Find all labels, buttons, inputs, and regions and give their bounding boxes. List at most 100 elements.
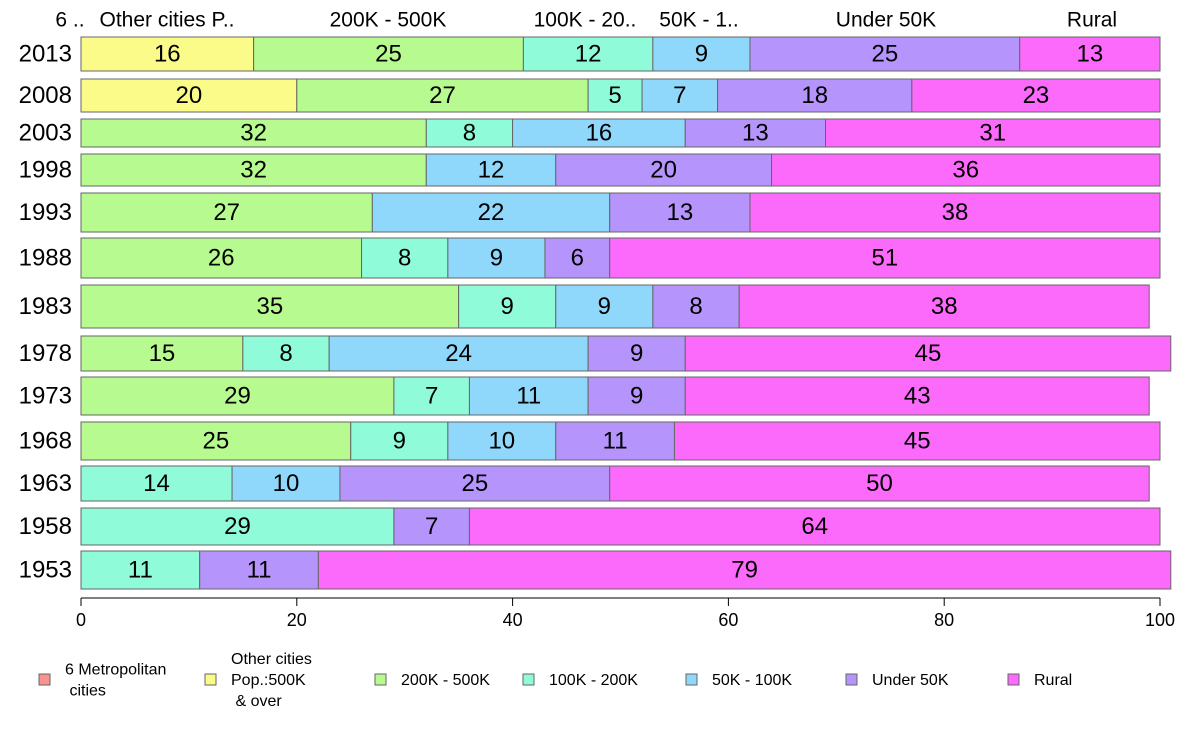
bar-segment	[468, 376, 589, 416]
legend-label-line: 6 Metropolitan	[65, 661, 166, 678]
segment-value-label: 6	[571, 245, 584, 272]
segment-value-label: 25	[203, 428, 230, 455]
bar-segment	[296, 78, 589, 113]
bar-segment	[522, 36, 654, 72]
segment-value-label: 11	[128, 557, 153, 584]
legend-label-line: cities	[65, 682, 106, 699]
segment-value-label: 7	[673, 82, 686, 109]
legend-label-line: Rural	[1034, 672, 1072, 689]
year-label: 1998	[19, 157, 72, 184]
segment-value-label: 27	[213, 199, 240, 226]
year-label: 1978	[19, 340, 72, 367]
bar-segment	[749, 36, 1021, 72]
legend-label: 200K - 500K	[401, 672, 490, 689]
bar-segment	[80, 118, 427, 148]
bar-segment	[199, 550, 319, 590]
bar-segment	[609, 237, 1161, 279]
bar-segment	[652, 284, 740, 329]
bar-segment	[80, 335, 244, 372]
bar-segment	[447, 421, 557, 461]
segment-value-label: 38	[942, 199, 969, 226]
segment-value-label: 9	[501, 293, 514, 320]
segment-value-label: 79	[731, 557, 758, 584]
legend: 6 Metropolitan cities Other cities Pop.:50…	[38, 651, 1072, 710]
year-label: 1953	[19, 557, 72, 584]
segment-value-label: 5	[608, 82, 621, 109]
bar-segment	[80, 465, 233, 502]
plot-area: 16 25 12 9 25 13 20 27 5 7 18 23 32 8 16 13 31 32 12 20 36 27…	[80, 36, 1172, 590]
segment-value-label: 9	[598, 293, 611, 320]
bar-segment	[468, 507, 1161, 546]
segment-value-label: 9	[695, 41, 708, 68]
segment-value-label: 9	[630, 340, 643, 367]
column-header: 6 ..	[55, 9, 84, 32]
segment-value-label: 25	[872, 41, 899, 68]
segment-value-label: 10	[273, 470, 300, 497]
bar-segment	[684, 376, 1150, 416]
bar-segment	[684, 118, 827, 148]
x-axis: 0 20 40 60 80 100	[76, 597, 1175, 630]
bar-segment	[425, 118, 514, 148]
x-tick-label: 80	[934, 610, 954, 630]
column-header: 50K - 1..	[659, 9, 738, 32]
bar-segment	[242, 335, 330, 372]
legend-swatch	[845, 673, 858, 686]
segment-value-label: 11	[516, 383, 541, 410]
segment-value-label: 9	[630, 383, 643, 410]
bar-segment	[911, 78, 1161, 113]
segment-value-label: 15	[149, 340, 176, 367]
segment-value-label: 45	[904, 428, 931, 455]
legend-label: Under 50K	[872, 672, 949, 689]
bar-segment	[253, 36, 524, 72]
year-label: 1968	[19, 428, 72, 455]
legend-swatch	[522, 673, 535, 686]
segment-value-label: 16	[154, 41, 181, 68]
bar-segment	[555, 153, 773, 187]
bar-segment	[361, 237, 449, 279]
bar-segment	[393, 376, 470, 416]
segment-value-label: 7	[425, 513, 438, 540]
segment-value-label: 27	[429, 82, 456, 109]
bar-segment	[80, 284, 460, 329]
legend-label-line: & over	[231, 693, 282, 710]
segment-value-label: 25	[375, 41, 402, 68]
bar-segment	[339, 465, 611, 502]
bar-segment	[1019, 36, 1161, 72]
x-tick-label: 60	[718, 610, 738, 630]
segment-value-label: 36	[952, 157, 979, 184]
x-tick-label: 0	[76, 610, 86, 630]
bar-segment	[371, 192, 611, 233]
bar-segment	[749, 192, 1161, 233]
segment-value-label: 14	[143, 470, 170, 497]
year-label: 1993	[19, 199, 72, 226]
bar-segment	[609, 465, 1150, 502]
legend-swatch	[374, 673, 387, 686]
segment-value-label: 25	[461, 470, 488, 497]
legend-label: 50K - 100K	[712, 672, 792, 689]
segment-value-label: 29	[224, 383, 251, 410]
bar-segment	[555, 421, 675, 461]
year-label: 1958	[19, 513, 72, 540]
bar-segment	[80, 192, 373, 233]
bar-segment	[825, 118, 1161, 148]
legend-label-line: 50K - 100K	[712, 672, 792, 689]
segment-value-label: 31	[979, 120, 1006, 147]
bar-segment	[738, 284, 1150, 329]
bar-segment	[317, 550, 1172, 590]
year-label: 2008	[19, 82, 72, 109]
segment-value-label: 12	[478, 157, 505, 184]
bar-segment	[587, 335, 686, 372]
segment-value-label: 13	[666, 199, 693, 226]
year-label: 1963	[19, 470, 72, 497]
column-header: 100K - 20..	[534, 9, 637, 32]
segment-value-label: 20	[176, 82, 203, 109]
year-label: 1983	[19, 293, 72, 320]
segment-value-label: 16	[586, 120, 613, 147]
legend-label-line: Under 50K	[872, 672, 949, 689]
segment-value-label: 9	[393, 428, 406, 455]
legend-swatch	[204, 673, 217, 686]
segment-value-label: 18	[801, 82, 828, 109]
legend-label-line: 100K - 200K	[549, 672, 638, 689]
legend-swatch	[38, 673, 51, 686]
